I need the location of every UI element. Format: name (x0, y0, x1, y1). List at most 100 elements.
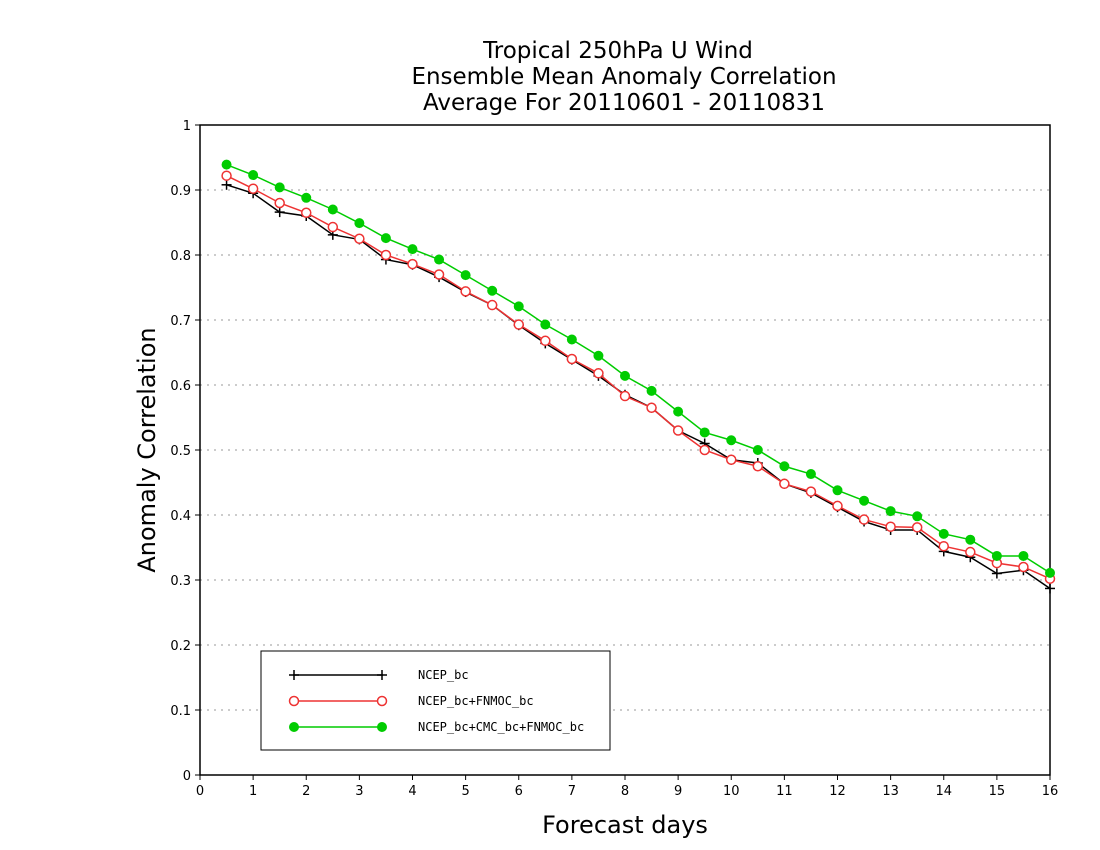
data-point (699, 427, 710, 438)
legend-label: NCEP_bc (418, 668, 469, 682)
y-tick-label: 0.1 (170, 704, 191, 719)
title-line-1: Tropical 250hPa U Wind (482, 38, 753, 64)
legend-marker (289, 722, 299, 732)
data-point (832, 500, 843, 512)
data-point (433, 269, 445, 280)
y-axis-label: Anomaly Correlation (133, 327, 161, 572)
data-point (991, 568, 1002, 579)
data-point (486, 299, 498, 311)
title-line-2: Ensemble Mean Anomaly Correlation (411, 64, 836, 90)
legend-item-1: NCEP_bc (289, 668, 469, 682)
data-point (354, 233, 365, 244)
legend-marker (377, 670, 387, 680)
data-point (380, 233, 391, 244)
x-tick-label: 14 (935, 784, 952, 799)
x-tick-label: 3 (355, 784, 363, 799)
data-point (619, 390, 631, 402)
data-point (407, 258, 418, 270)
x-tick-label: 5 (461, 784, 469, 799)
data-point (1018, 561, 1029, 573)
y-tick-label: 0.9 (170, 184, 191, 199)
x-tick-label: 13 (882, 784, 899, 799)
series-1 (221, 179, 1055, 594)
data-point (805, 469, 816, 480)
data-point (646, 402, 657, 413)
data-point (965, 534, 976, 545)
grid-lines (200, 189, 1050, 711)
data-point (779, 461, 790, 472)
data-point (938, 528, 949, 539)
series-line (226, 184, 1051, 590)
data-point (327, 221, 339, 233)
x-tick-label: 8 (621, 784, 629, 799)
data-point (911, 522, 923, 533)
data-point (779, 478, 790, 490)
data-point (566, 334, 577, 345)
data-point (672, 425, 684, 436)
data-point (858, 514, 870, 525)
series-line (226, 163, 1051, 574)
legend: NCEP_bc NCEP_bc+FNMOC_bc NCEP_bc+CMC_bc+FN… (260, 650, 611, 751)
data-point (859, 495, 870, 506)
chart-title: Tropical 250hPa U Wind Ensemble Mean Ano… (411, 38, 836, 116)
series-layer (221, 159, 1056, 594)
data-point (673, 406, 684, 417)
data-point (938, 540, 949, 552)
series-3 (221, 159, 1055, 578)
legend-marker (289, 670, 299, 680)
data-point (301, 192, 312, 203)
data-point (513, 301, 524, 312)
data-point (752, 445, 763, 455)
x-tick-label: 9 (674, 784, 682, 799)
data-point (1045, 583, 1055, 594)
data-point (274, 207, 285, 218)
x-tick-label: 12 (829, 784, 846, 799)
data-point (885, 506, 896, 517)
data-point (301, 207, 312, 218)
data-point (274, 182, 285, 193)
data-point (540, 335, 551, 347)
data-point (832, 485, 843, 496)
data-point (460, 270, 471, 281)
data-point (1045, 567, 1055, 578)
data-point (1018, 550, 1029, 561)
data-point (248, 170, 259, 181)
legend-marker (376, 695, 388, 707)
series-line (226, 175, 1051, 580)
x-tick-label: 7 (568, 784, 576, 799)
data-point (460, 286, 471, 297)
data-point (726, 435, 737, 446)
legend-marker (288, 695, 300, 707)
data-point (327, 204, 338, 215)
data-point (274, 197, 285, 209)
data-point (593, 368, 604, 379)
x-tick-label: 4 (408, 784, 416, 799)
data-point (620, 370, 630, 381)
title-line-3: Average For 20110601 - 20110831 (423, 90, 825, 116)
data-point (487, 285, 498, 296)
data-point (965, 546, 976, 558)
x-tick-label: 11 (776, 784, 793, 799)
y-tick-label: 0 (183, 769, 191, 784)
x-tick-label: 0 (196, 784, 204, 799)
data-point (646, 385, 657, 396)
x-tick-label: 16 (1042, 784, 1059, 799)
y-tick-label: 0.7 (170, 314, 191, 329)
data-point (221, 179, 232, 190)
data-point (434, 254, 445, 265)
data-point (247, 183, 259, 194)
axes: 00.10.20.30.40.50.60.70.80.910 1 2 3 4 5 6 7 8 9 1… (170, 119, 1058, 799)
data-point (407, 244, 418, 255)
data-point (221, 170, 232, 181)
legend-label: NCEP_bc+FNMOC_bc (418, 694, 534, 708)
x-tick-label: 15 (989, 784, 1006, 799)
y-tick-label: 0.5 (170, 444, 191, 459)
legend-marker (377, 722, 387, 732)
x-tick-label: 2 (302, 784, 310, 799)
legend-label: NCEP_bc+CMC_bc+FNMOC_bc (418, 720, 584, 734)
y-tick-label: 0.8 (170, 249, 191, 264)
data-point (513, 319, 524, 330)
data-point (354, 218, 365, 229)
data-point (726, 454, 737, 465)
